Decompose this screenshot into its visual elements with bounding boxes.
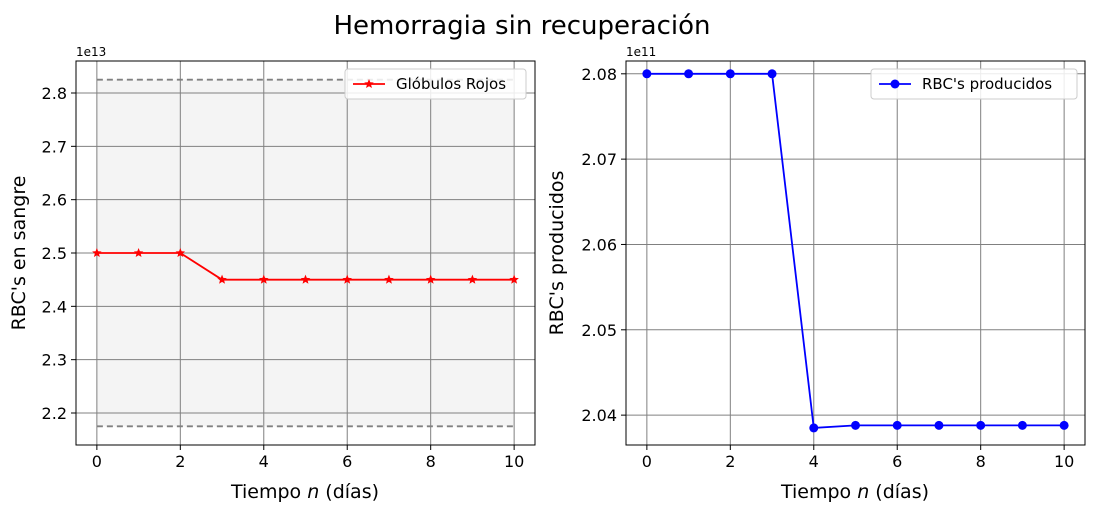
x-axis-label-right-suffix: (días) (869, 481, 929, 503)
y-tick-label-right: 2.07 (581, 150, 617, 169)
data-point-star (467, 274, 478, 284)
data-point-circle (851, 420, 860, 430)
x-tick-label-left: 2 (175, 452, 185, 471)
y-tick-label-left: 2.3 (42, 351, 67, 370)
data-point-star (300, 274, 311, 284)
y-tick-label-right: 2.05 (581, 321, 617, 340)
y-tick-label-right: 2.06 (581, 235, 617, 254)
grid-right (626, 61, 1085, 445)
data-point-circle (934, 420, 944, 430)
chart-rbc-blood: 0 2 4 6 8 10 2.2 2.3 2.4 2.5 2.6 2.7 2.8 1e13 Tiempo… (8, 45, 536, 503)
x-tick-label-left: 0 (92, 452, 102, 471)
legend-label-globulos-rojos: Glóbulos Rojos (396, 75, 506, 93)
y-axis-label-right: RBC's producidos (546, 171, 568, 336)
data-point-circle (1059, 420, 1069, 430)
x-axis-label-left: Tiempo n (días) (230, 481, 379, 503)
legend-right: RBC's producidos (870, 68, 1078, 100)
x-tick-label-left: 4 (259, 452, 269, 471)
legend-left: Glóbulos Rojos (344, 68, 527, 100)
data-point-circle (809, 423, 819, 433)
x-tick-label-right: 0 (642, 452, 652, 471)
data-point-star (217, 274, 227, 284)
data-point-star (175, 248, 186, 258)
data-point-star (509, 274, 519, 284)
x-tick-label-right: 6 (892, 452, 902, 471)
data-point-star (384, 274, 394, 284)
plot-frame-right (625, 60, 1086, 446)
x-tick-label-left: 10 (504, 452, 524, 471)
y-offset-label-left: 1e13 (76, 45, 106, 59)
data-point-circle (892, 420, 902, 430)
x-axis-label-right-prefix: Tiempo (780, 481, 857, 503)
y-tick-label-left: 2.7 (42, 137, 67, 156)
legend-box-right (870, 68, 1078, 100)
data-point-star (342, 274, 352, 284)
figure-title: Hemorragia sin recuperación (334, 11, 711, 41)
x-tick-label-right: 2 (725, 452, 735, 471)
chart-rbc-produced: 0 2 4 6 8 10 2.04 2.05 2.06 2.07 2.08 1e11 Tiempo … (546, 45, 1086, 503)
data-point-circle (1017, 420, 1027, 430)
x-tick-label-left: 8 (426, 452, 436, 471)
data-point-star (92, 248, 102, 258)
x-axis-label-left-suffix: (días) (319, 481, 379, 503)
x-axis-label-left-var: n (307, 481, 319, 503)
data-point-circle (976, 420, 986, 430)
data-point-circle (684, 69, 694, 79)
y-tick-label-right: 2.08 (581, 65, 617, 84)
data-point-star (425, 274, 436, 284)
legend-box-left (344, 68, 527, 100)
grid-left (76, 61, 535, 445)
x-tick-label-right: 4 (809, 452, 819, 471)
x-axis-label-left-prefix: Tiempo (230, 481, 307, 503)
x-axis-label-right: Tiempo n (días) (780, 481, 929, 503)
y-tick-label-right: 2.04 (581, 406, 617, 425)
y-tick-label-left: 2.8 (42, 84, 67, 103)
y-tick-label-left: 2.5 (42, 244, 67, 263)
data-point-circle (767, 69, 777, 79)
y-tick-label-left: 2.2 (42, 404, 67, 423)
x-tick-label-left: 6 (342, 452, 352, 471)
y-offset-label-right: 1e11 (626, 45, 656, 59)
x-tick-label-right: 10 (1054, 452, 1074, 471)
y-tick-label-left: 2.4 (42, 297, 67, 316)
legend-label-rbc-producidos: RBC's producidos (922, 75, 1052, 93)
data-point-star (133, 248, 144, 258)
x-tick-label-right: 8 (976, 452, 986, 471)
y-axis-label-left: RBC's en sangre (8, 176, 30, 331)
data-point-circle (642, 69, 652, 79)
data-point-star (259, 274, 269, 284)
data-point-circle (725, 69, 735, 79)
plot-area-right (626, 61, 1085, 445)
x-axis-label-right-var: n (857, 481, 869, 503)
legend-marker-star (364, 79, 374, 89)
legend-marker-circle (890, 79, 900, 89)
y-tick-label-left: 2.6 (42, 191, 67, 210)
